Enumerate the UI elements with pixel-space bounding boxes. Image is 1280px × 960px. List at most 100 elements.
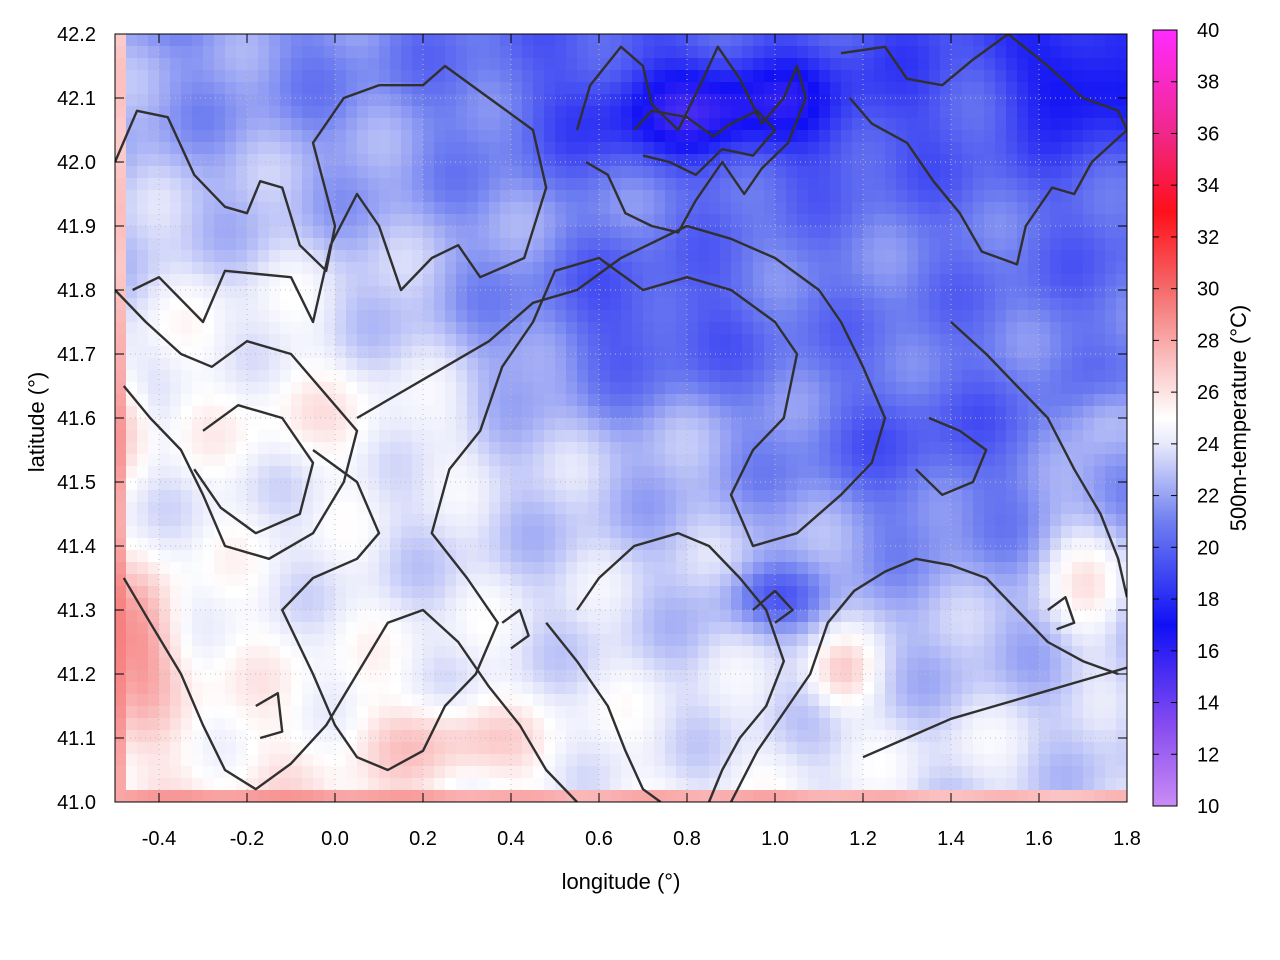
- heatmap-cell: [852, 502, 864, 515]
- heatmap-cell: [137, 94, 149, 107]
- heatmap-cell: [709, 334, 721, 347]
- heatmap-cell: [192, 154, 204, 167]
- heatmap-cell: [632, 670, 644, 683]
- heatmap-cell: [401, 586, 413, 599]
- heatmap-cell: [544, 58, 556, 71]
- heatmap-cell: [830, 166, 842, 179]
- heatmap-cell: [698, 394, 710, 407]
- heatmap-cell: [599, 70, 611, 83]
- heatmap-cell: [148, 586, 160, 599]
- heatmap-cell: [731, 490, 743, 503]
- heatmap-cell: [137, 334, 149, 347]
- heatmap-cell: [126, 334, 138, 347]
- heatmap-cell: [445, 94, 457, 107]
- heatmap-cell: [1072, 178, 1084, 191]
- heatmap-cell: [412, 406, 424, 419]
- heatmap-cell: [819, 598, 831, 611]
- heatmap-cell: [291, 202, 303, 215]
- heatmap-cell: [764, 178, 776, 191]
- heatmap-cell: [357, 238, 369, 251]
- heatmap-cell: [280, 106, 292, 119]
- heatmap-cell: [1050, 46, 1062, 59]
- heatmap-cell: [544, 394, 556, 407]
- heatmap-cell: [588, 526, 600, 539]
- heatmap-cell: [1028, 58, 1040, 71]
- heatmap-cell: [1039, 370, 1051, 383]
- heatmap-cell: [797, 286, 809, 299]
- heatmap-cell: [742, 142, 754, 155]
- heatmap-cell: [346, 166, 358, 179]
- heatmap-cell: [346, 34, 358, 47]
- heatmap-cell: [522, 202, 534, 215]
- heatmap-cell: [566, 130, 578, 143]
- heatmap-cell: [522, 34, 534, 47]
- heatmap-cell: [610, 574, 622, 587]
- heatmap-cell: [269, 94, 281, 107]
- heatmap-cell: [225, 214, 237, 227]
- heatmap-cell: [478, 142, 490, 155]
- heatmap-cell: [544, 262, 556, 275]
- heatmap-cell: [676, 274, 688, 287]
- heatmap-cell: [203, 106, 215, 119]
- heatmap-cell: [456, 442, 468, 455]
- heatmap-cell: [126, 178, 138, 191]
- heatmap-cell: [643, 646, 655, 659]
- heatmap-cell: [192, 586, 204, 599]
- heatmap-cell: [1094, 82, 1106, 95]
- heatmap-cell: [797, 274, 809, 287]
- heatmap-cell: [313, 322, 325, 335]
- heatmap-cell: [126, 250, 138, 263]
- heatmap-cell: [445, 526, 457, 539]
- heatmap-cell: [1006, 106, 1018, 119]
- heatmap-cell: [302, 226, 314, 239]
- heatmap-cell: [995, 382, 1007, 395]
- heatmap-cell: [533, 394, 545, 407]
- heatmap-cell: [984, 586, 996, 599]
- heatmap-cell: [1050, 142, 1062, 155]
- heatmap-cell: [324, 154, 336, 167]
- heatmap-cell: [577, 82, 589, 95]
- heatmap-cell: [181, 394, 193, 407]
- heatmap-cell: [511, 646, 523, 659]
- heatmap-cell: [874, 94, 886, 107]
- heatmap-cell: [962, 634, 974, 647]
- heatmap-cell: [170, 586, 182, 599]
- heatmap-cell: [324, 478, 336, 491]
- heatmap-cell: [357, 166, 369, 179]
- heatmap-cell: [335, 394, 347, 407]
- heatmap-cell: [368, 142, 380, 155]
- heatmap-cell: [632, 370, 644, 383]
- heatmap-cell: [1072, 250, 1084, 263]
- heatmap-cell: [467, 202, 479, 215]
- heatmap-cell: [522, 394, 534, 407]
- heatmap-cell: [159, 262, 171, 275]
- heatmap-cell: [434, 586, 446, 599]
- heatmap-cell: [357, 106, 369, 119]
- heatmap-cell: [929, 46, 941, 59]
- heatmap-cell: [1050, 274, 1062, 287]
- heatmap-cell: [753, 646, 765, 659]
- heatmap-cell: [643, 154, 655, 167]
- heatmap-cell: [775, 334, 787, 347]
- heatmap-cell: [852, 646, 864, 659]
- heatmap-cell: [302, 622, 314, 635]
- heatmap-cell: [412, 130, 424, 143]
- heatmap-cell: [907, 466, 919, 479]
- heatmap-cell: [995, 154, 1007, 167]
- heatmap-cell: [1083, 166, 1095, 179]
- heatmap-cell: [522, 310, 534, 323]
- heatmap-cell: [907, 358, 919, 371]
- heatmap-cell: [808, 394, 820, 407]
- heatmap-cell: [841, 634, 853, 647]
- heatmap-cell: [544, 538, 556, 551]
- heatmap-cell: [335, 142, 347, 155]
- heatmap-cell: [544, 526, 556, 539]
- heatmap-cell: [852, 250, 864, 263]
- heatmap-cell: [731, 550, 743, 563]
- heatmap-cell: [830, 322, 842, 335]
- heatmap-cell: [885, 166, 897, 179]
- heatmap-cell: [808, 58, 820, 71]
- heatmap-cell: [830, 346, 842, 359]
- heatmap-cell: [181, 658, 193, 671]
- heatmap-cell: [885, 634, 897, 647]
